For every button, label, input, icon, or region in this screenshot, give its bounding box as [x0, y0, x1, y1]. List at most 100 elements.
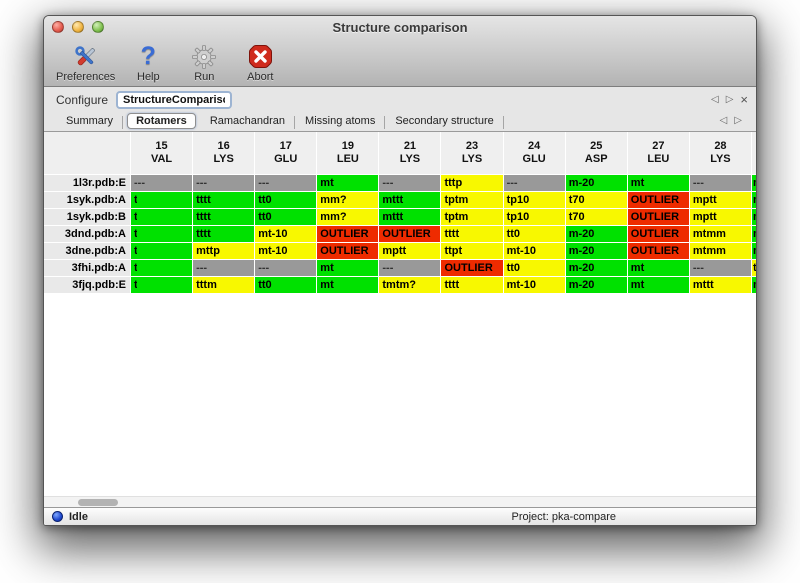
tabs-scroll-right-icon[interactable]: ▷ [734, 115, 742, 126]
horizontal-scrollbar[interactable] [44, 496, 756, 507]
rotamer-cell[interactable]: OUTLIER [627, 192, 689, 208]
rotamer-cell[interactable]: --- [255, 260, 317, 276]
rotamer-cell[interactable]: mt [317, 277, 379, 293]
rotamer-cell[interactable]: tttt [193, 209, 255, 225]
rotamer-cell[interactable]: mt-10 [503, 277, 565, 293]
rotamer-cell[interactable]: --- [689, 175, 751, 191]
minimize-window-button[interactable] [72, 21, 84, 33]
row-label[interactable]: 3fjq.pdb:E [44, 277, 130, 293]
rotamer-cell-clipped[interactable]: m [751, 175, 756, 191]
abort-button[interactable]: Abort [237, 43, 283, 83]
rotamer-cell[interactable]: OUTLIER [627, 209, 689, 225]
rotamer-cell[interactable]: t [131, 192, 193, 208]
rotamer-cell[interactable]: m-20 [565, 243, 627, 259]
rotamer-cell[interactable]: mm? [317, 209, 379, 225]
tab-rotamers[interactable]: Rotamers [127, 113, 196, 129]
rotamer-cell[interactable]: mptt [689, 192, 751, 208]
rotamer-cell[interactable]: tttp [441, 175, 503, 191]
run-button[interactable]: Run [181, 43, 227, 83]
preferences-button[interactable]: Preferences [56, 43, 115, 83]
rotamer-cell[interactable]: --- [379, 260, 441, 276]
rotamer-cell-clipped[interactable]: m [751, 277, 756, 293]
rotamer-cell[interactable]: tt0 [503, 260, 565, 276]
tab-summary[interactable]: Summary [56, 113, 124, 129]
rotamer-cell[interactable]: --- [193, 260, 255, 276]
rotamer-cell[interactable]: t70 [565, 192, 627, 208]
row-label[interactable]: 3dne.pdb:A [44, 243, 130, 259]
row-label[interactable]: 3fhi.pdb:A [44, 260, 130, 276]
rotamer-cell[interactable]: tttt [441, 226, 503, 242]
rotamer-cell[interactable]: m-20 [565, 175, 627, 191]
rotamer-cell[interactable]: tp10 [503, 192, 565, 208]
rotamer-cell-clipped[interactable]: m [751, 226, 756, 242]
rotamer-cell[interactable]: tt0 [255, 209, 317, 225]
rotamer-cell[interactable]: tptm [441, 209, 503, 225]
rotamer-cell[interactable]: t [131, 277, 193, 293]
rotamer-cell[interactable]: t [131, 260, 193, 276]
rotamer-cell[interactable]: --- [131, 175, 193, 191]
rotamer-cell[interactable]: --- [689, 260, 751, 276]
rotamer-cell[interactable]: mttp [193, 243, 255, 259]
scrollbar-thumb[interactable] [78, 499, 118, 506]
tab-ramachandran[interactable]: Ramachandran [200, 113, 296, 129]
row-label[interactable]: 1l3r.pdb:E [44, 175, 130, 191]
rotamer-cell[interactable]: --- [255, 175, 317, 191]
tabs-scroll-left-icon[interactable]: ◁ [719, 115, 728, 126]
rotamer-cell[interactable]: mtmm [689, 243, 751, 259]
rotamer-cell[interactable]: tttt [441, 277, 503, 293]
rotamer-cell[interactable]: tptm [441, 192, 503, 208]
rotamer-cell[interactable]: mm? [317, 192, 379, 208]
titlebar[interactable]: Structure comparison [44, 16, 756, 38]
rotamer-cell[interactable]: t [131, 243, 193, 259]
rotamer-cell[interactable]: t [131, 226, 193, 242]
rotamer-cell-clipped[interactable]: m [751, 209, 756, 225]
rotamer-cell[interactable]: mt [627, 260, 689, 276]
prev-config-arrow-icon[interactable]: ◁ [711, 94, 719, 105]
rotamer-cell[interactable]: m-20 [565, 260, 627, 276]
rotamer-cell[interactable]: mt-10 [503, 243, 565, 259]
rotamer-cell[interactable]: tmtm? [379, 277, 441, 293]
rotamer-cell[interactable]: tt0 [255, 192, 317, 208]
rotamer-cell[interactable]: m-20 [565, 226, 627, 242]
rotamer-cell[interactable]: mt [627, 175, 689, 191]
rotamer-cell[interactable]: --- [379, 175, 441, 191]
rotamer-cell[interactable]: mptt [379, 243, 441, 259]
rotamer-cell[interactable]: mttt [379, 209, 441, 225]
rotamer-cell-clipped[interactable]: t [751, 260, 756, 276]
rotamer-cell[interactable]: mttt [379, 192, 441, 208]
rotamer-cell[interactable]: m-20 [565, 277, 627, 293]
close-window-button[interactable] [52, 21, 64, 33]
configure-name-input[interactable] [116, 91, 233, 109]
rotamer-cell[interactable]: OUTLIER [379, 226, 441, 242]
rotamer-cell[interactable]: mttt [689, 277, 751, 293]
rotamer-cell[interactable]: OUTLIER [627, 243, 689, 259]
rotamer-cell[interactable]: tttt [193, 226, 255, 242]
row-label[interactable]: 1syk.pdb:B [44, 209, 130, 225]
rotamer-cell[interactable]: mt-10 [255, 226, 317, 242]
rotamer-cell[interactable]: mt [317, 260, 379, 276]
rotamer-cell[interactable]: mt-10 [255, 243, 317, 259]
zoom-window-button[interactable] [92, 21, 104, 33]
rotamer-cell[interactable]: t [131, 209, 193, 225]
rotamer-cell[interactable]: mptt [689, 209, 751, 225]
next-config-arrow-icon[interactable]: ▷ [725, 94, 734, 105]
tab-secondary-structure[interactable]: Secondary structure [385, 113, 505, 129]
rotamer-cell[interactable]: ttpt [441, 243, 503, 259]
tab-missing-atoms[interactable]: Missing atoms [295, 113, 386, 129]
rotamer-cell[interactable]: mt [627, 277, 689, 293]
rotamer-cell-clipped[interactable]: m [751, 192, 756, 208]
rotamer-cell[interactable]: tp10 [503, 209, 565, 225]
rotamer-cell[interactable]: tt0 [503, 226, 565, 242]
rotamer-cell[interactable]: OUTLIER [317, 243, 379, 259]
rotamer-cell[interactable]: --- [193, 175, 255, 191]
close-config-icon[interactable]: × [740, 92, 748, 107]
row-label[interactable]: 3dnd.pdb:A [44, 226, 130, 242]
rotamer-cell[interactable]: tttm [193, 277, 255, 293]
rotamer-cell[interactable]: OUTLIER [441, 260, 503, 276]
rotamer-cell-clipped[interactable]: m [751, 243, 756, 259]
row-label[interactable]: 1syk.pdb:A [44, 192, 130, 208]
rotamer-cell[interactable]: mt [317, 175, 379, 191]
rotamer-cell[interactable]: OUTLIER [317, 226, 379, 242]
rotamer-cell[interactable]: tt0 [255, 277, 317, 293]
rotamer-cell[interactable]: OUTLIER [627, 226, 689, 242]
